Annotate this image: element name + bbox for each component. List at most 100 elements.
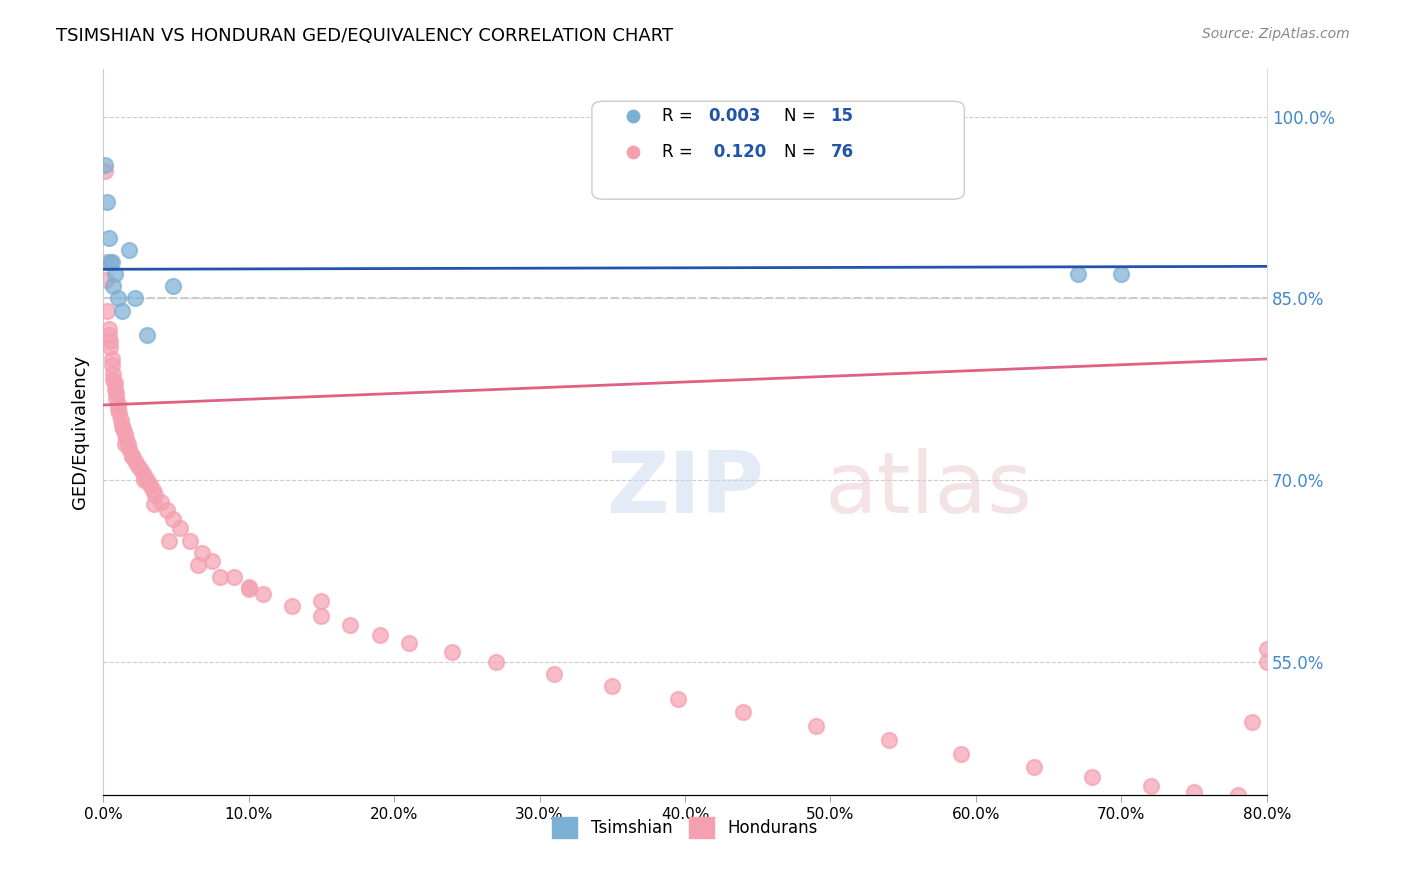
Point xyxy=(191,546,214,560)
Point xyxy=(94,255,117,269)
Point xyxy=(108,407,131,421)
Point xyxy=(127,458,149,473)
Point xyxy=(733,706,755,720)
Point xyxy=(100,340,122,354)
Point xyxy=(804,719,827,733)
Point xyxy=(107,292,129,306)
Legend: Tsimshian, Hondurans: Tsimshian, Hondurans xyxy=(546,811,824,845)
Point xyxy=(252,587,274,601)
Text: N =: N = xyxy=(785,143,821,161)
Point xyxy=(143,497,166,511)
Point xyxy=(281,599,304,613)
Point xyxy=(104,382,127,396)
Point xyxy=(96,303,118,318)
Point xyxy=(105,385,128,400)
Point xyxy=(441,645,464,659)
Point xyxy=(398,636,420,650)
Point xyxy=(238,580,260,594)
Point xyxy=(110,412,132,426)
Text: atlas: atlas xyxy=(825,448,1032,532)
Point xyxy=(135,473,157,487)
Point xyxy=(543,666,565,681)
Point xyxy=(311,608,333,623)
Point xyxy=(103,367,125,381)
Text: Source: ZipAtlas.com: Source: ZipAtlas.com xyxy=(1202,27,1350,41)
Point xyxy=(121,449,143,463)
Point xyxy=(115,432,138,446)
Point xyxy=(117,436,139,450)
Point xyxy=(129,463,152,477)
Point xyxy=(101,358,124,372)
Point xyxy=(94,273,117,287)
Point xyxy=(666,692,689,706)
Text: N =: N = xyxy=(785,107,821,125)
Point xyxy=(101,351,124,366)
Point xyxy=(93,158,115,172)
Point xyxy=(104,267,127,281)
Point xyxy=(97,327,120,342)
Point xyxy=(208,570,231,584)
Point xyxy=(157,533,180,548)
Point xyxy=(150,495,173,509)
Point xyxy=(112,422,135,436)
Point xyxy=(101,255,124,269)
Point xyxy=(107,401,129,416)
Point xyxy=(93,164,115,178)
FancyBboxPatch shape xyxy=(592,101,965,199)
Point xyxy=(111,418,134,433)
Point xyxy=(114,427,136,442)
Text: 76: 76 xyxy=(831,143,853,161)
Text: TSIMSHIAN VS HONDURAN GED/EQUIVALENCY CORRELATION CHART: TSIMSHIAN VS HONDURAN GED/EQUIVALENCY CO… xyxy=(56,27,673,45)
Point xyxy=(169,521,191,535)
Y-axis label: GED/Equivalency: GED/Equivalency xyxy=(72,354,89,508)
Point xyxy=(103,373,125,387)
Point xyxy=(118,442,141,456)
Point xyxy=(100,255,122,269)
Point xyxy=(1111,267,1133,281)
Point xyxy=(201,554,224,568)
Point xyxy=(105,391,128,405)
Point xyxy=(950,747,973,761)
Text: ZIP: ZIP xyxy=(606,448,763,532)
Point xyxy=(1241,715,1264,730)
Point xyxy=(368,628,391,642)
Point xyxy=(1182,785,1205,799)
Point xyxy=(132,473,155,487)
Point xyxy=(97,322,120,336)
Point xyxy=(103,279,125,293)
Point xyxy=(1139,779,1161,793)
Point xyxy=(754,188,776,202)
Point xyxy=(754,249,776,263)
Point xyxy=(100,334,122,348)
Point xyxy=(1024,760,1046,774)
Point xyxy=(138,478,160,492)
Point xyxy=(135,327,157,342)
Point xyxy=(96,194,118,209)
Point xyxy=(1256,655,1278,669)
Point xyxy=(132,468,155,483)
Point xyxy=(162,512,184,526)
Point xyxy=(124,292,146,306)
Point xyxy=(600,679,623,693)
Point xyxy=(222,570,245,584)
Point xyxy=(107,397,129,411)
Point xyxy=(97,231,120,245)
Point xyxy=(1256,642,1278,657)
Point xyxy=(156,503,179,517)
Point xyxy=(142,483,165,497)
Point xyxy=(145,487,167,501)
Text: R =: R = xyxy=(662,143,697,161)
Point xyxy=(238,582,260,596)
Point xyxy=(339,618,361,632)
Point xyxy=(485,655,508,669)
Point xyxy=(114,436,136,450)
Point xyxy=(121,449,143,463)
Point xyxy=(877,733,900,747)
Point xyxy=(311,594,333,608)
Text: 15: 15 xyxy=(831,107,853,125)
Point xyxy=(179,533,201,548)
Point xyxy=(124,453,146,467)
Point xyxy=(118,243,141,257)
Point xyxy=(111,303,134,318)
Point xyxy=(1067,267,1090,281)
